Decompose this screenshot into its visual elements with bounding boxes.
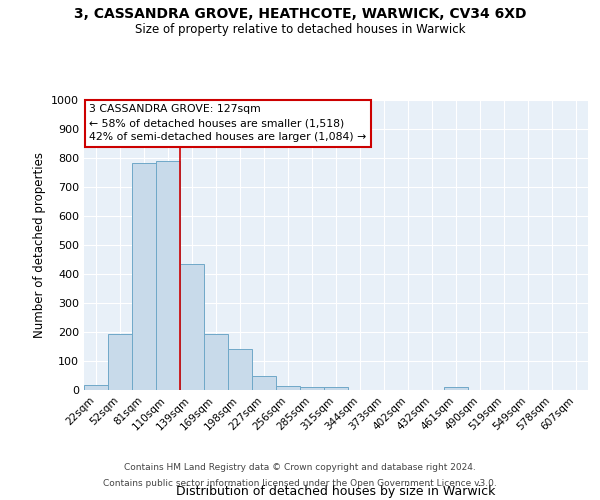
Bar (85, 385, 107, 390)
Bar (301, 387, 323, 390)
Bar (109, 334, 131, 390)
Bar (133, 163, 155, 390)
Bar (445, 387, 467, 390)
Bar (253, 376, 275, 390)
Bar (325, 387, 347, 390)
Y-axis label: Number of detached properties: Number of detached properties (32, 152, 46, 338)
Text: Contains public sector information licensed under the Open Government Licence v3: Contains public sector information licen… (103, 478, 497, 488)
Text: 3, CASSANDRA GROVE, HEATHCOTE, WARWICK, CV34 6XD: 3, CASSANDRA GROVE, HEATHCOTE, WARWICK, … (74, 8, 526, 22)
Bar (229, 350, 251, 390)
Text: Contains HM Land Registry data © Crown copyright and database right 2024.: Contains HM Land Registry data © Crown c… (124, 464, 476, 472)
Text: 3 CASSANDRA GROVE: 127sqm
← 58% of detached houses are smaller (1,518)
42% of se: 3 CASSANDRA GROVE: 127sqm ← 58% of detac… (89, 104, 366, 142)
Bar (181, 264, 203, 390)
Bar (205, 334, 227, 390)
Text: Size of property relative to detached houses in Warwick: Size of property relative to detached ho… (135, 22, 465, 36)
Bar (157, 162, 179, 390)
Bar (277, 386, 299, 390)
Text: Distribution of detached houses by size in Warwick: Distribution of detached houses by size … (176, 484, 496, 498)
